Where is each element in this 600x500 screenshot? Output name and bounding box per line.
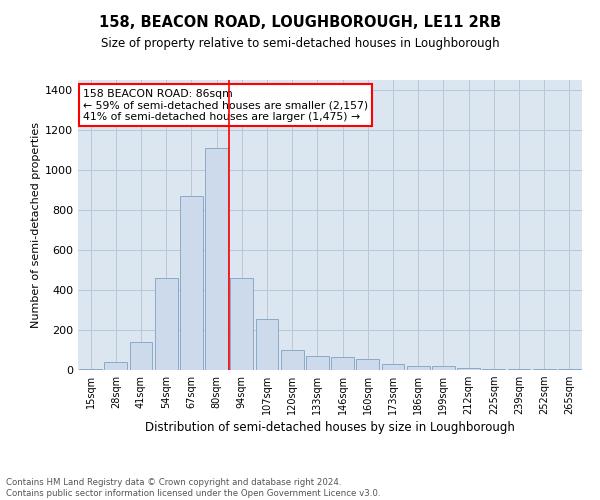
Bar bbox=[356, 359, 379, 370]
Bar bbox=[205, 148, 228, 370]
Text: 158 BEACON ROAD: 86sqm
← 59% of semi-detached houses are smaller (2,157)
41% of : 158 BEACON ROAD: 86sqm ← 59% of semi-det… bbox=[83, 88, 368, 122]
Bar bbox=[457, 368, 480, 370]
Bar bbox=[281, 350, 304, 370]
Bar bbox=[155, 278, 178, 370]
Y-axis label: Number of semi-detached properties: Number of semi-detached properties bbox=[31, 122, 41, 328]
Bar bbox=[104, 362, 127, 370]
Bar bbox=[482, 368, 505, 370]
Bar bbox=[382, 364, 404, 370]
Bar bbox=[306, 356, 329, 370]
Bar bbox=[256, 319, 278, 370]
Text: Contains HM Land Registry data © Crown copyright and database right 2024.
Contai: Contains HM Land Registry data © Crown c… bbox=[6, 478, 380, 498]
X-axis label: Distribution of semi-detached houses by size in Loughborough: Distribution of semi-detached houses by … bbox=[145, 422, 515, 434]
Bar bbox=[508, 369, 530, 370]
Bar bbox=[331, 357, 354, 370]
Bar bbox=[180, 196, 203, 370]
Bar bbox=[79, 369, 102, 370]
Bar bbox=[407, 366, 430, 370]
Text: 158, BEACON ROAD, LOUGHBOROUGH, LE11 2RB: 158, BEACON ROAD, LOUGHBOROUGH, LE11 2RB bbox=[99, 15, 501, 30]
Text: Size of property relative to semi-detached houses in Loughborough: Size of property relative to semi-detach… bbox=[101, 38, 499, 51]
Bar bbox=[130, 342, 152, 370]
Bar bbox=[230, 278, 253, 370]
Bar bbox=[558, 369, 581, 370]
Bar bbox=[432, 366, 455, 370]
